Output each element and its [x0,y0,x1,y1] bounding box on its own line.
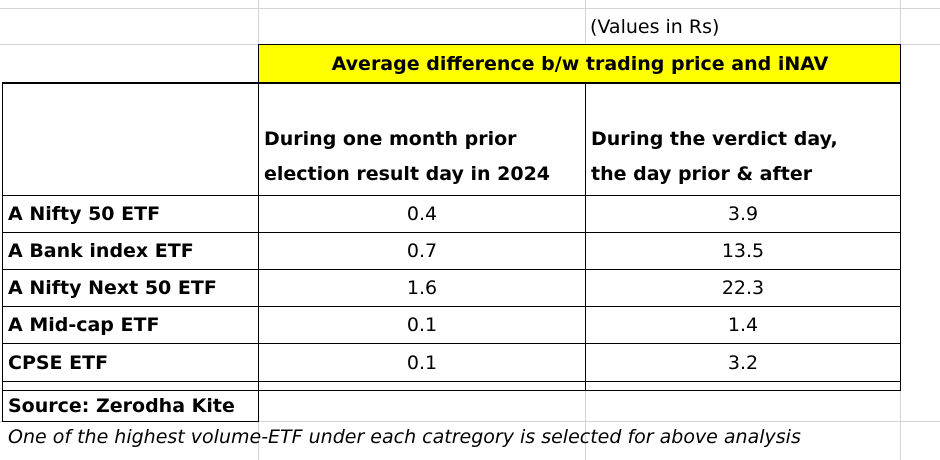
border [2,343,901,344]
group-header-fill [259,45,901,82]
border [585,82,586,391]
row-value-1: 0.7 [406,240,438,262]
row-value-2: 13.5 [721,240,765,262]
border [2,390,901,391]
row-value-2: 1.4 [727,314,759,336]
source-note: Source: Zerodha Kite [8,395,235,417]
gridline [0,421,940,422]
row-label: CPSE ETF [8,351,109,374]
column-header-2: During the verdict day, the day prior & … [591,122,838,192]
row-label: A Nifty 50 ETF [8,203,161,225]
border [2,269,901,270]
border [900,82,901,391]
border [258,390,259,422]
row-value-1: 0.1 [406,351,438,374]
border [258,82,259,391]
column-header-1-line2: election result day in 2024 [264,163,551,185]
row-value-1: 0.4 [406,203,438,225]
border [258,44,901,45]
border [2,82,3,391]
column-header-1-line1: During one month prior [264,128,517,150]
group-header: Average difference b/w trading price and… [331,52,829,75]
row-value-1: 0.1 [406,314,438,336]
border [258,44,259,82]
column-header-2-line1: During the verdict day, [591,128,838,150]
row-value-2: 22.3 [721,277,765,299]
border [2,306,901,307]
border [2,421,259,422]
column-header-1: During one month prior election result d… [264,122,550,192]
border [2,195,901,196]
row-label: A Mid-cap ETF [8,314,160,336]
row-value-2: 3.9 [727,203,759,225]
border [2,381,901,382]
row-label: A Bank index ETF [8,240,194,262]
border [2,232,901,233]
row-label: A Nifty Next 50 ETF [8,277,217,299]
row-value-1: 1.6 [406,277,438,299]
column-header-2-line2: the day prior & after [591,163,813,185]
row-value-2: 3.2 [727,351,759,374]
gridline [0,8,940,9]
border [2,390,3,422]
border [2,82,901,84]
border [900,44,901,82]
footnote: One of the highest volume-ETF under each… [8,426,801,448]
units-note: (Values in Rs) [590,16,720,38]
